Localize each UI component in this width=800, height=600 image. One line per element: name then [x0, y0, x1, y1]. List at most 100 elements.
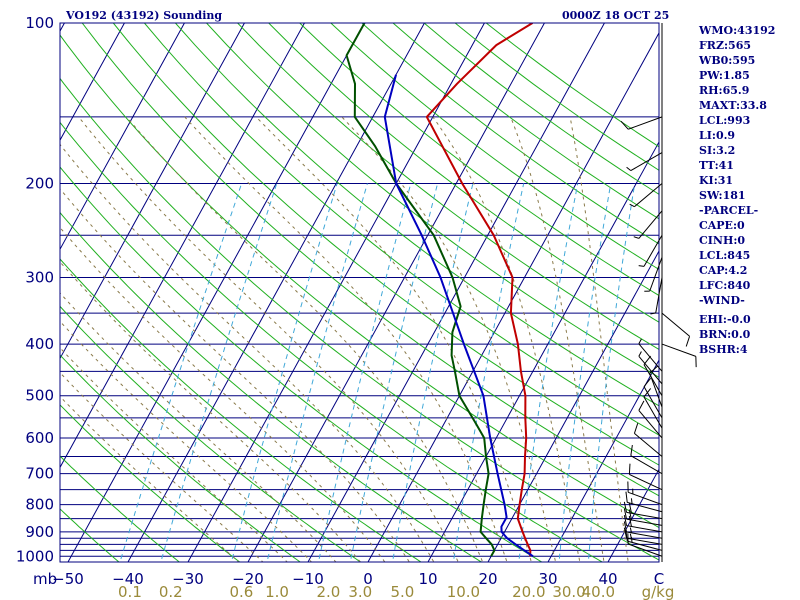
valid-time: 0000Z 18 OCT 25 — [562, 9, 670, 22]
pressure-label: 900 — [25, 523, 54, 541]
wind-barb-flag — [625, 530, 628, 542]
temperature-tick-label: −30 — [172, 570, 204, 588]
wind-barb-flag — [638, 400, 645, 411]
wind-barb — [623, 527, 663, 545]
wind-barb-staff — [634, 432, 663, 457]
wind-barb — [633, 422, 663, 457]
wind-barb — [623, 501, 663, 520]
moist-adiabat — [60, 143, 435, 562]
sounding-index: SI:3.2 — [699, 144, 736, 157]
wind-barb — [661, 343, 697, 368]
wind-barb — [623, 514, 663, 533]
wind-barb-staff — [626, 511, 663, 520]
temperature-unit: C — [654, 570, 664, 588]
dry-adiabat — [60, 211, 483, 562]
dry-adiabat — [60, 166, 543, 562]
isotherm-line — [67, 23, 365, 562]
mixing-ratio-label: 1.0 — [265, 583, 289, 600]
wind-barb-staff — [638, 355, 663, 385]
sounding-index: WMO:43192 — [699, 24, 776, 37]
wind-barb — [661, 312, 691, 347]
pressure-label: 300 — [25, 268, 54, 286]
moist-adiabat — [184, 116, 508, 562]
dry-adiabat — [112, 23, 659, 466]
dry-adiabat — [299, 23, 659, 297]
sounding-indices: WMO:43192 FRZ:565 WB0:595 PW:1.85 RH:65.9 MAX… — [699, 23, 799, 357]
wind-barb-staff — [638, 210, 663, 239]
moist-adiabat — [60, 261, 362, 562]
mixing-ratio-label: 40.0 — [582, 583, 615, 600]
sounding-index: CAP:4.2 — [699, 264, 748, 277]
sounding-index: -WIND- — [699, 294, 745, 307]
wind-barb-staff — [628, 491, 663, 506]
dry-adiabat — [60, 121, 604, 562]
dry-adiabat — [60, 34, 659, 529]
wind-barb-staff — [661, 312, 690, 337]
dry-adiabat — [330, 23, 659, 271]
sounding-index: FRZ:565 — [699, 39, 752, 52]
background-grid — [0, 23, 659, 562]
wind-barb-staff — [638, 343, 663, 372]
dry-adiabat — [144, 23, 659, 436]
isotherm-line — [607, 468, 659, 562]
wind-barb-flag — [628, 463, 631, 475]
sounding-index: CINH:0 — [699, 234, 746, 247]
wind-barb — [643, 377, 663, 419]
temperature-profile — [425, 23, 534, 557]
dry-adiabat — [175, 23, 659, 407]
temperature-tick-label: 10 — [418, 570, 437, 588]
isotherm-line — [487, 250, 659, 562]
sounding-index: PW:1.85 — [699, 69, 750, 82]
moist-adiabat — [60, 226, 386, 562]
wind-barb-half-flag — [629, 203, 635, 208]
wind-barb-flag — [643, 377, 652, 387]
sounding-index: -PARCEL- — [699, 204, 759, 217]
sounding-index: SW:181 — [699, 189, 746, 202]
wind-barb-flag — [628, 515, 632, 527]
pressure-label: 600 — [25, 429, 54, 447]
wind-index: BRN:0.0 — [699, 328, 751, 341]
mixing-ratio-label: 3.0 — [348, 583, 372, 600]
wind-barb-staff — [649, 257, 663, 292]
mixing-ratio-line — [558, 183, 612, 562]
moist-adiabat — [60, 292, 337, 562]
mixing-ratio-label: 2.0 — [316, 583, 340, 600]
sounding-index: LFC:840 — [699, 279, 751, 292]
wind-barb-flag — [628, 509, 632, 521]
sounding-index: LI:0.9 — [699, 129, 736, 142]
wind-barb-half-flag — [630, 498, 633, 504]
wind-barb-flag — [630, 444, 633, 456]
isotherm-line — [247, 23, 545, 562]
mixing-ratio-label: 30.0 — [552, 583, 585, 600]
moist-adiabat — [432, 116, 581, 562]
pressure-label: 700 — [25, 465, 54, 483]
wind-index: BSHR:4 — [699, 343, 748, 356]
pressure-label: 1000 — [16, 547, 54, 565]
dry-adiabat — [60, 404, 241, 562]
mixing-ratio-line — [119, 183, 243, 562]
mixing-ratio-label: 0.2 — [159, 583, 183, 600]
wind-barb-flag — [685, 336, 691, 347]
dry-adiabat — [60, 305, 362, 562]
wind-barb-flag — [623, 514, 628, 526]
isotherm-line — [60, 23, 125, 142]
dry-adiabat — [60, 455, 181, 562]
wind-barb-half-flag — [638, 338, 642, 345]
wind-barb-staff — [626, 518, 663, 526]
moist-adiabat — [60, 188, 410, 562]
wind-barb — [633, 210, 663, 239]
wind-barb-half-flag — [650, 312, 656, 315]
sounding-index: MAXT:33.8 — [699, 99, 767, 112]
isotherm-line — [0, 23, 4, 562]
wind-barb-staff — [628, 543, 663, 557]
wind-barb-staff — [626, 525, 663, 533]
wind-barb-flag — [623, 527, 628, 539]
dry-adiabat — [268, 23, 659, 323]
wind-barb — [628, 463, 663, 491]
mixing-ratio-line — [518, 183, 579, 562]
wind-barb-half-flag — [633, 236, 640, 239]
wind-barb — [638, 400, 663, 439]
sounding-index: TT:41 — [699, 159, 734, 172]
wind-barb-flag — [625, 491, 628, 503]
sounding-index: WB0:595 — [699, 54, 756, 67]
